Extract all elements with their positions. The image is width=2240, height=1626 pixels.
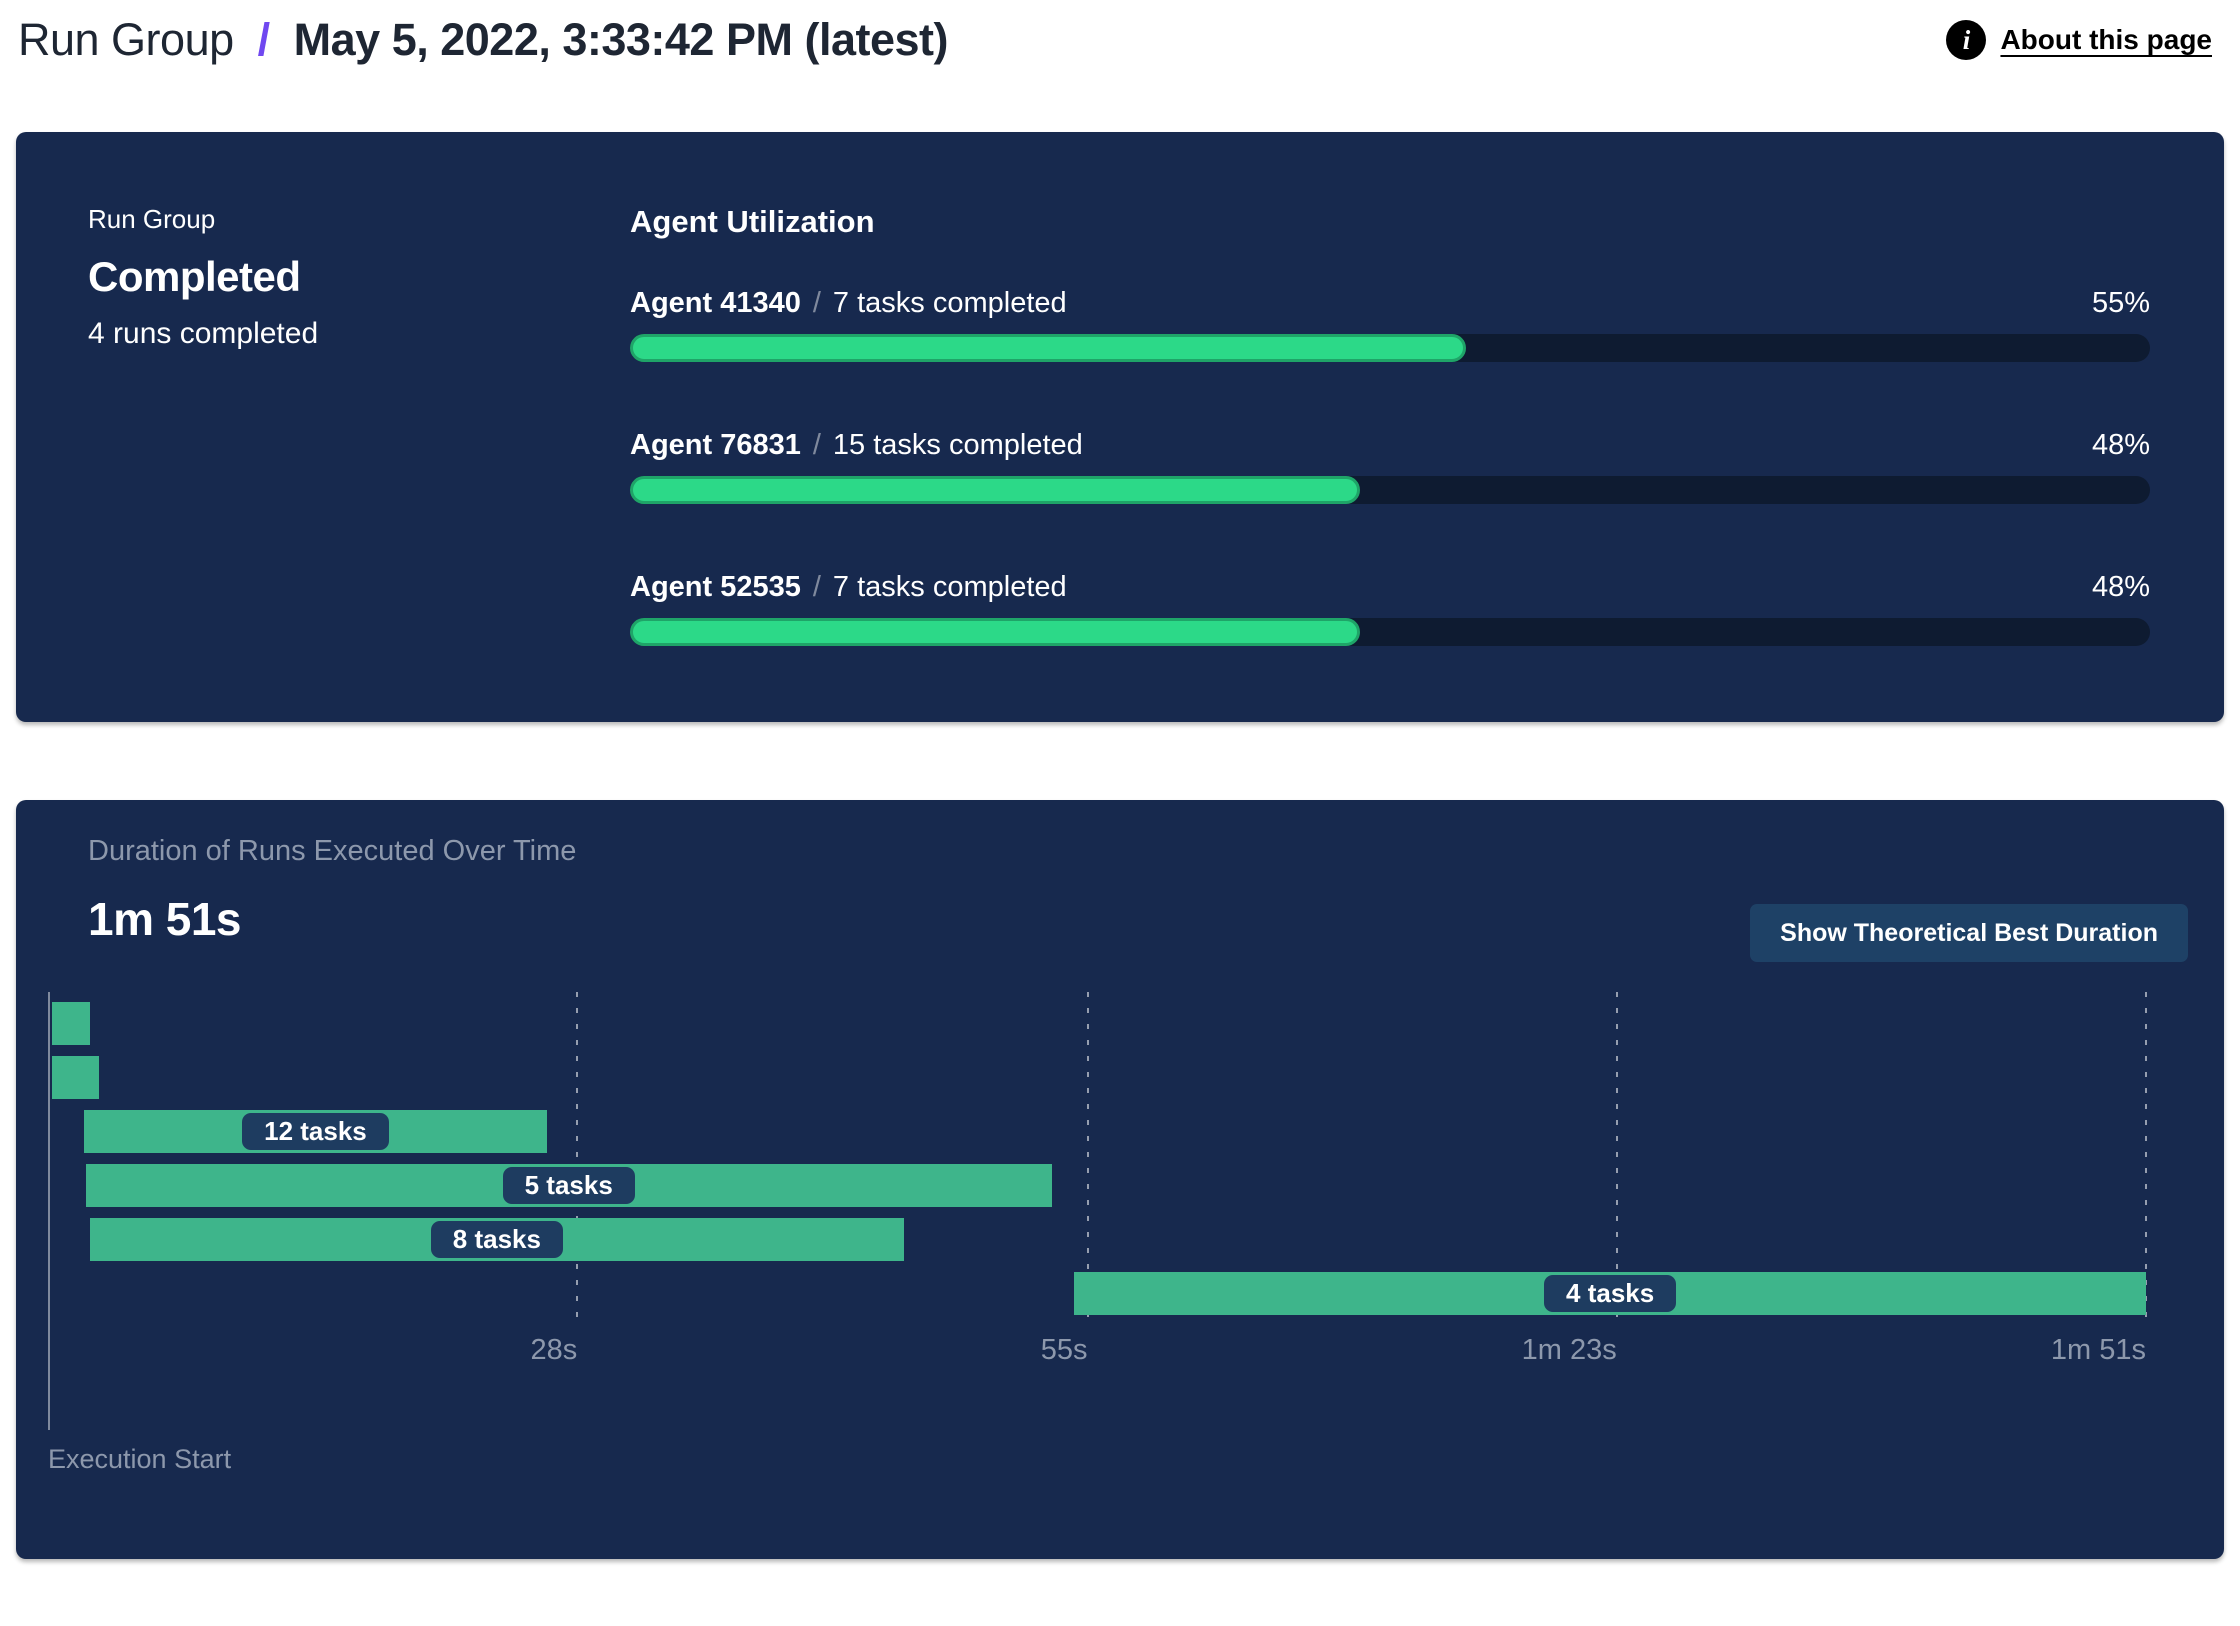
axis-tick-label: 1m 23s: [1521, 1334, 1617, 1366]
run-task-count-chip: 12 tasks: [242, 1113, 389, 1150]
run-bar[interactable]: 4 tasks: [1074, 1272, 2146, 1315]
axis-tick-label: 1m 51s: [2050, 1334, 2146, 1366]
axis-tick-label: 28s: [530, 1334, 578, 1366]
page-title: May 5, 2022, 3:33:42 PM (latest): [293, 14, 949, 65]
run-group-status-panel: Run Group Completed 4 runs completed Age…: [16, 132, 2224, 722]
breadcrumb-run-group[interactable]: Run Group: [18, 14, 234, 65]
gridline: [2145, 992, 2147, 1326]
run-group-status-column: Run Group Completed 4 runs completed: [88, 204, 630, 722]
agent-utilization-fill: [630, 334, 1466, 362]
gridline: [1615, 992, 1618, 1326]
run-task-count-chip: 5 tasks: [502, 1167, 635, 1204]
agent-row: Agent 76831 / 15 tasks completed 48%: [630, 428, 2150, 504]
duration-chart-title: Duration of Runs Executed Over Time: [88, 835, 577, 867]
agent-utilization-title: Agent Utilization: [630, 204, 875, 239]
total-duration-value: 1m 51s: [88, 893, 242, 945]
agent-row: Agent 41340 / 7 tasks completed 55%: [630, 286, 2150, 362]
axis-tick-label: 55s: [1040, 1334, 1088, 1366]
gridline: [1086, 992, 1089, 1326]
agent-utilization-section: Agent Utilization Agent 41340 / 7 tasks co…: [630, 204, 2150, 722]
agent-row-header: Agent 76831 / 15 tasks completed 48%: [630, 428, 2150, 462]
run-task-count-chip: 8 tasks: [430, 1221, 563, 1258]
agent-name: Agent 41340: [630, 287, 801, 319]
breadcrumb-separator: /: [257, 14, 271, 65]
agent-tasks-completed: 7 tasks completed: [832, 287, 1067, 319]
gridline: [576, 992, 579, 1326]
show-theoretical-best-duration-button[interactable]: Show Theoretical Best Duration: [1750, 904, 2188, 962]
execution-start-label: Execution Start: [48, 1444, 232, 1474]
run-bar[interactable]: [51, 1002, 90, 1045]
about-this-page[interactable]: i About this page: [1946, 20, 2212, 60]
run-group-status: Completed: [88, 253, 301, 300]
gantt-chart: Execution Start 28s 55s 1m 23s 1m 51s 12 tas…: [48, 992, 2147, 1552]
agent-utilization-fill: [630, 618, 1360, 646]
agent-row: Agent 52535 / 7 tasks completed 48%: [630, 570, 2150, 646]
agent-rows: Agent 41340 / 7 tasks completed 55% Agent 76…: [630, 286, 2150, 646]
agent-tasks-completed: 7 tasks completed: [832, 571, 1067, 603]
agent-name: Agent 52535: [630, 571, 801, 603]
page-header: Run Group / May 5, 2022, 3:33:42 PM (lat…: [0, 0, 2240, 66]
info-icon: i: [1946, 20, 1987, 60]
run-bar[interactable]: 12 tasks: [83, 1110, 547, 1153]
runs-completed-summary: 4 runs completed: [88, 317, 319, 350]
about-this-page-link[interactable]: About this page: [2000, 24, 2212, 55]
agent-row-header: Agent 52535 / 7 tasks completed 48%: [630, 570, 2150, 604]
execution-start-axis-line: [48, 992, 50, 1430]
agent-row-header: Agent 41340 / 7 tasks completed 55%: [630, 286, 2150, 320]
run-bar[interactable]: [51, 1056, 100, 1099]
agent-utilization-percent: 48%: [2091, 571, 2150, 603]
agent-utilization-track: [630, 476, 2150, 504]
breadcrumb: Run Group / May 5, 2022, 3:33:42 PM (lat…: [18, 14, 949, 66]
duration-panel: Duration of Runs Executed Over Time 1m 5…: [16, 800, 2224, 1559]
agent-tasks-completed: 15 tasks completed: [832, 429, 1083, 461]
agent-separator: /: [812, 287, 821, 319]
agent-utilization-track: [630, 334, 2150, 362]
agent-name: Agent 76831: [630, 429, 801, 461]
run-group-label: Run Group: [88, 204, 216, 234]
agent-separator: /: [812, 571, 821, 603]
run-task-count-chip: 4 tasks: [1544, 1275, 1677, 1312]
agent-utilization-track: [630, 618, 2150, 646]
agent-utilization-percent: 48%: [2091, 429, 2150, 461]
agent-utilization-fill: [630, 476, 1360, 504]
agent-separator: /: [812, 429, 821, 461]
run-bar[interactable]: 5 tasks: [85, 1164, 1052, 1207]
run-bar[interactable]: 8 tasks: [89, 1218, 905, 1261]
agent-utilization-percent: 55%: [2091, 287, 2150, 319]
